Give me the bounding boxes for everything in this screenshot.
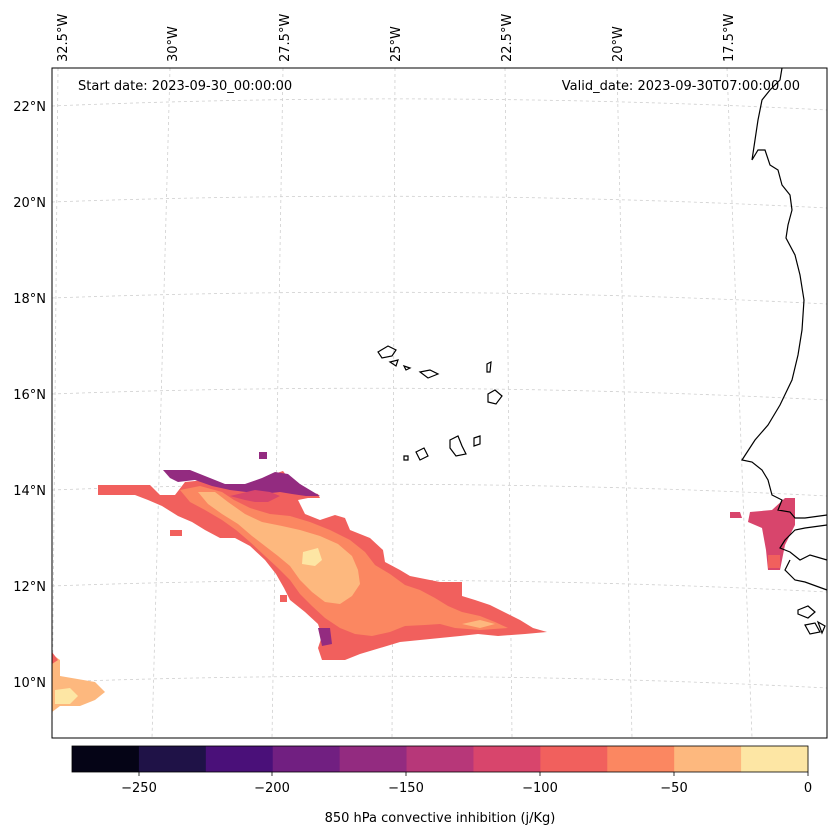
colorbar-outline <box>71 745 809 773</box>
cin-band-purple-south <box>318 628 332 646</box>
island-santa-luzia <box>402 364 412 371</box>
parallel-12n <box>51 579 828 593</box>
cin-blob-southwest-inner <box>55 688 78 704</box>
lon-label: 30°W <box>166 26 181 62</box>
colorbar-tick-label: 0 <box>804 781 812 796</box>
cin-band-inner-east <box>462 620 495 628</box>
cin-speck-1 <box>259 452 267 459</box>
cin-speck-2 <box>170 530 182 536</box>
colorbar-cell <box>272 746 341 772</box>
africa-coastline-south <box>779 524 828 561</box>
colorbar-ticks <box>138 772 809 776</box>
lat-label: 10°N <box>13 676 46 691</box>
lat-label: 14°N <box>13 484 46 499</box>
cin-patch-coast-east <box>748 498 795 570</box>
lon-label: 17.5°W <box>722 14 737 62</box>
meridian-20w <box>616 67 633 739</box>
parallel-14n <box>51 483 828 497</box>
colorbar-cell <box>741 746 809 772</box>
cin-band-magenta <box>230 490 280 502</box>
colorbar-tick-label: −200 <box>254 781 290 796</box>
lat-label: 20°N <box>13 196 46 211</box>
island-sal <box>486 360 492 373</box>
lat-label: 16°N <box>13 388 46 403</box>
meridian-30w <box>151 67 171 739</box>
colorbar-title: 850 hPa convective inhibition (j/Kg) <box>325 811 556 826</box>
parallel-20n <box>51 195 828 209</box>
colorbar-cell <box>205 746 274 772</box>
island-santo-antao <box>377 345 397 359</box>
island-brava <box>403 455 409 461</box>
parallel-18n <box>51 291 828 305</box>
cin-speck-3 <box>280 595 287 602</box>
colorbar-cell <box>540 746 608 772</box>
parallel-22n <box>51 98 828 111</box>
colorbar-cell <box>607 746 675 772</box>
cin-patch-coast-east-small <box>730 512 742 518</box>
island-sao-nicolau <box>418 369 440 379</box>
island-maio <box>473 435 481 447</box>
cin-band-core <box>302 548 322 566</box>
cin-blob-southwest-edge <box>52 652 58 664</box>
colorbar: −250 −200 −150 −100 −50 0 850 hPa convec… <box>71 745 812 826</box>
colorbar-cell <box>406 746 474 772</box>
colorbar-tick-label: −250 <box>121 781 157 796</box>
lon-label: 25°W <box>389 26 404 62</box>
meridian-17-5w <box>726 67 753 739</box>
lon-label: 22.5°W <box>500 14 515 62</box>
lat-label: 12°N <box>13 580 46 595</box>
colorbar-tick-label: −100 <box>522 781 558 796</box>
lon-label: 32.5°W <box>56 14 71 62</box>
colorbar-tick-label: −50 <box>660 781 687 796</box>
colorbar-tick-label: −150 <box>388 781 424 796</box>
island-sao-vicente <box>388 359 399 367</box>
parallel-16n <box>51 387 828 401</box>
cin-band-main-inner <box>198 492 360 604</box>
parallel-10n <box>51 675 828 689</box>
island-santiago <box>449 435 467 457</box>
coastlines <box>377 67 828 635</box>
island-fogo <box>415 447 429 461</box>
island-boa-vista <box>487 389 503 405</box>
lon-label: 27.5°W <box>278 14 293 62</box>
map-frame <box>51 67 828 739</box>
lon-label: 20°W <box>611 26 626 62</box>
valid-date-label: Valid_date: 2023-09-30T07:00:00.00 <box>562 79 800 94</box>
meridian-27-5w <box>271 67 284 739</box>
latitude-labels: 22°N 20°N 18°N 16°N 14°N 12°N 10°N <box>13 100 46 691</box>
colorbar-cell <box>339 746 408 772</box>
start-date-label: Start date: 2023-09-30_00:00:00 <box>78 79 292 94</box>
meridian-32-5w <box>51 67 59 739</box>
cin-band-purple-north <box>163 470 320 496</box>
colorbar-cell <box>473 746 541 772</box>
africa-coastline <box>741 67 828 519</box>
lat-label: 22°N <box>13 100 46 115</box>
coast-islands-east <box>784 559 828 635</box>
colorbar-cell <box>72 746 140 772</box>
cin-patch-coast-east-red <box>768 555 780 568</box>
colorbar-cells <box>72 746 809 772</box>
longitude-labels: 32.5°W 30°W 27.5°W 25°W 22.5°W 20°W 17.5… <box>56 14 737 62</box>
lat-label: 18°N <box>13 292 46 307</box>
cin-contour-fills <box>52 452 795 712</box>
colorbar-cell <box>674 746 742 772</box>
colorbar-cell <box>138 746 207 772</box>
